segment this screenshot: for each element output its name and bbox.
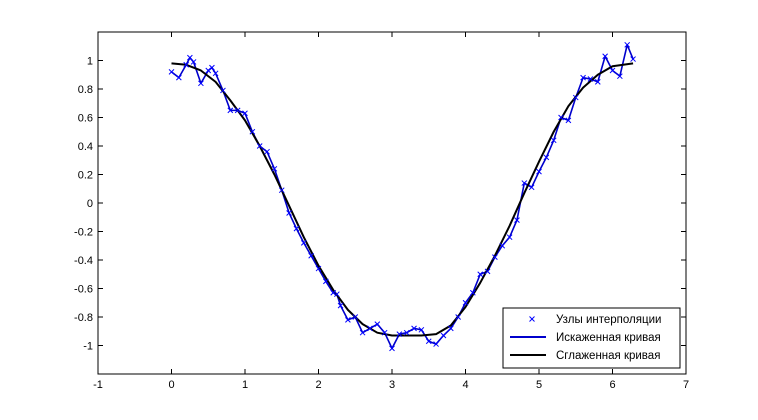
- interpolation-node-marker: [227, 107, 234, 114]
- interpolation-node-marker: [278, 187, 285, 194]
- interpolation-node-marker: [455, 314, 462, 320]
- x-tick-label: 3: [389, 379, 395, 391]
- interpolation-node-marker: [484, 268, 491, 275]
- legend-entry: Сглаженная кривая: [510, 350, 660, 362]
- interpolation-node-marker: [315, 265, 322, 272]
- interpolation-node-marker: [293, 225, 300, 232]
- interpolation-node-marker: [209, 64, 215, 71]
- y-tick-label: -0.6: [74, 284, 93, 296]
- interpolation-node-marker: [286, 210, 292, 216]
- legend-label: Узлы интерполяции: [556, 314, 661, 326]
- interpolation-node-marker: [477, 271, 484, 278]
- legend-entry: Искаженная кривая: [510, 332, 661, 344]
- y-tick-label: -1: [83, 341, 93, 353]
- interpolation-node-marker: [521, 180, 528, 186]
- x-tick-label: 6: [609, 379, 615, 391]
- interpolation-node-marker: [587, 76, 594, 82]
- interpolation-node-marker: [469, 289, 476, 296]
- interpolation-node-marker: [411, 325, 417, 332]
- interpolation-node-marker: [624, 41, 631, 48]
- interpolation-node-marker: [528, 184, 535, 191]
- interpolation-node-marker: [381, 329, 388, 336]
- interpolation-node-marker: [359, 329, 366, 336]
- interpolation-node-marker: [403, 329, 410, 336]
- interpolation-node-marker: [543, 154, 550, 161]
- x-tick-label: 2: [315, 379, 321, 391]
- legend-label: Искаженная кривая: [556, 332, 661, 344]
- interpolation-node-marker: [271, 165, 278, 172]
- interpolation-node-marker: [499, 242, 506, 249]
- interpolation-node-marker: [264, 148, 270, 155]
- interpolation-node-marker: [609, 67, 616, 74]
- interpolation-node-marker: [425, 338, 432, 345]
- interpolation-node-marker: [396, 331, 403, 337]
- interpolation-node-marker: [418, 326, 425, 333]
- interpolation-node-marker: [308, 252, 315, 259]
- y-tick-label: 0.6: [78, 113, 93, 125]
- x-tick-label: 0: [168, 379, 174, 391]
- interpolation-node-marker: [389, 345, 395, 352]
- interpolation-node-marker: [630, 56, 636, 62]
- smoothed-curve-line: [171, 62, 634, 337]
- interpolation-node-marker: [580, 74, 586, 81]
- legend: Узлы интерполяции Искаженная кривая Сглаже…: [502, 307, 681, 369]
- interpolation-node-marker: [352, 314, 359, 320]
- y-tick-label: -0.8: [74, 312, 93, 324]
- interpolation-node-marker: [462, 299, 469, 306]
- x-tick-label: 4: [462, 379, 468, 391]
- interpolation-node-marker: [300, 240, 307, 246]
- interpolation-node-marker: [334, 291, 340, 298]
- interpolation-node-marker: [175, 74, 182, 81]
- interpolation-node-marker: [506, 234, 513, 241]
- interpolation-node-marker: [616, 73, 623, 80]
- interpolation-node-marker: [234, 107, 241, 114]
- interpolation-node-marker: [594, 79, 601, 85]
- y-tick-label: 0.8: [78, 84, 93, 96]
- y-tick-label: 1: [87, 56, 93, 68]
- y-tick-label: -0.2: [74, 227, 93, 239]
- interpolation-node-marker: [602, 53, 609, 60]
- legend-label: Сглаженная кривая: [556, 350, 660, 362]
- x-tick-label: -1: [93, 379, 103, 391]
- legend-entry: Узлы интерполяции: [529, 314, 661, 326]
- interpolation-node-marker: [242, 110, 248, 117]
- interpolation-node-marker: [433, 341, 439, 347]
- interpolation-node-marker: [374, 321, 381, 327]
- interpolation-node-marker: [256, 143, 263, 149]
- y-tick-label: 0.4: [78, 141, 93, 153]
- interpolation-node-marker: [183, 61, 190, 68]
- interpolation-node-marker: [345, 316, 351, 323]
- interpolation-node-marker: [337, 302, 344, 309]
- interpolation-node-marker: [205, 67, 212, 74]
- interpolation-node-marker: [447, 325, 454, 332]
- interpolation-node-marker: [190, 59, 197, 65]
- interpolation-node-marker: [550, 137, 557, 144]
- x-tick-label: 5: [536, 379, 542, 391]
- interpolation-node-marker: [565, 117, 572, 124]
- interpolation-node-marker: [558, 114, 564, 121]
- x-tick-label: 1: [242, 379, 248, 391]
- interpolation-node-marker: [367, 325, 373, 332]
- interpolation-node-marker: [212, 70, 219, 77]
- interpolation-node-marker: [440, 332, 447, 339]
- interpolation-node-marker: [198, 80, 204, 87]
- interpolation-node-marker: [492, 254, 498, 261]
- y-tick-label: 0: [87, 198, 93, 210]
- interpolation-node-marker: [220, 87, 226, 94]
- interpolation-node-marker: [249, 128, 256, 135]
- y-tick-label: -0.4: [74, 255, 93, 267]
- interpolation-node-marker: [514, 217, 520, 223]
- interpolation-node-marker: [572, 94, 579, 101]
- interpolation-node-marker: [322, 278, 329, 285]
- interpolation-node-marker: [536, 168, 542, 175]
- interpolation-node-marker: [330, 289, 337, 296]
- x-tick-label: 7: [683, 379, 689, 391]
- y-tick-label: 0.2: [78, 170, 93, 182]
- interpolation-node-marker: [168, 69, 175, 75]
